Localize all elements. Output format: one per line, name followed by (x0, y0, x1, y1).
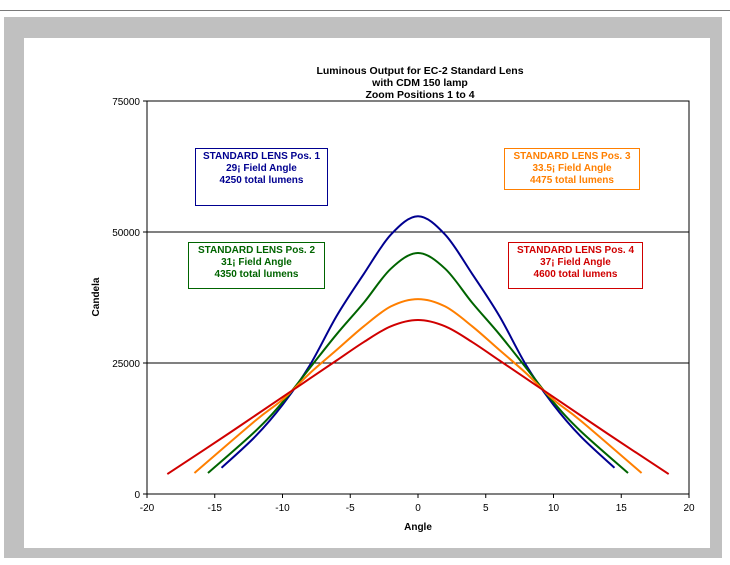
x-tick-label-8: 20 (683, 503, 695, 514)
chart-title-line-1: Luminous Output for EC-2 Standard Lens (316, 65, 523, 77)
annotation-pos-3-line-2: 33.5¡ Field Angle (532, 163, 612, 174)
annotation-pos-4: STANDARD LENS Pos. 4 37¡ Field Angle 460… (508, 242, 643, 289)
x-tick-label-5: 5 (483, 503, 489, 514)
x-tick-label-2: -10 (275, 503, 290, 514)
y-tick-label-0: 0 (134, 490, 140, 501)
annotation-pos-2-line-2: 31¡ Field Angle (221, 257, 292, 268)
annotation-pos-2: STANDARD LENS Pos. 2 31¡ Field Angle 435… (188, 242, 325, 289)
y-axis-label: Candela (91, 277, 102, 316)
chart-title-line-3: Zoom Positions 1 to 4 (365, 89, 474, 101)
series-line-1 (220, 215, 616, 469)
y-tick-label-1: 25000 (112, 359, 140, 370)
x-tick-label-1: -15 (208, 503, 223, 514)
annotation-pos-3-line-3: 4475 total lumens (530, 175, 614, 186)
annotation-pos-2-line-3: 4350 total lumens (214, 269, 299, 280)
x-tick-label-4: 0 (415, 503, 421, 514)
annotation-pos-1-line-2: 29¡ Field Angle (226, 163, 297, 174)
y-tick-label-3: 75000 (112, 97, 140, 108)
x-axis-label: Angle (404, 522, 432, 533)
annotation-pos-4-line-3: 4600 total lumens (533, 269, 618, 280)
series-line-4 (166, 319, 670, 475)
annotation-pos-1-line-3: 4250 total lumens (219, 175, 304, 186)
x-tick-label-7: 15 (616, 503, 628, 514)
x-tick-label-3: -5 (346, 503, 355, 514)
chart-title-line-2: with CDM 150 lamp (371, 77, 468, 89)
annotation-pos-4-line-2: 37¡ Field Angle (540, 257, 611, 268)
x-tick-label-0: -20 (140, 503, 155, 514)
top-divider (0, 10, 730, 11)
annotation-pos-1: STANDARD LENS Pos. 1 29¡ Field Angle 425… (195, 148, 328, 206)
annotation-pos-3: STANDARD LENS Pos. 3 33.5¡ Field Angle 4… (504, 148, 640, 190)
series-line-3 (193, 298, 643, 474)
x-tick-label-6: 10 (548, 503, 560, 514)
annotation-pos-1-line-1: STANDARD LENS Pos. 1 (202, 151, 321, 162)
y-tick-label-2: 50000 (112, 228, 140, 239)
annotation-pos-2-line-1: STANDARD LENS Pos. 2 (197, 245, 316, 256)
chart-area (24, 38, 710, 548)
annotation-pos-3-line-1: STANDARD LENS Pos. 3 (513, 151, 631, 162)
annotation-pos-4-line-1: STANDARD LENS Pos. 4 (516, 245, 635, 256)
